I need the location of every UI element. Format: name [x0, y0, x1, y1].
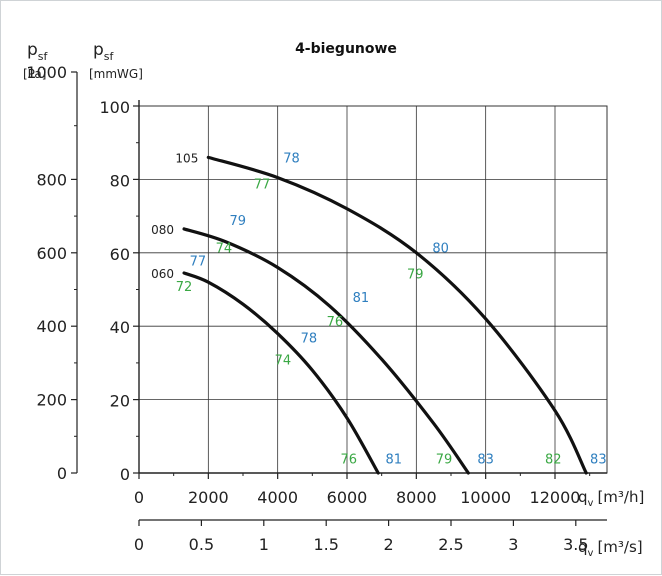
x-m3s-tick-label-1: 0.5: [189, 535, 214, 554]
y-label-mmwg: psf [mmWG]: [89, 40, 143, 81]
chart-title: 4-biegunowe: [295, 41, 397, 57]
x-m3s-tick-label-2: 1: [259, 535, 269, 554]
y-label-pa: psf [Pa]: [23, 40, 49, 81]
x-m3h-tick-label-1: 2000: [188, 488, 229, 507]
curve-105: [206, 155, 588, 475]
y-mmwg-tick-label-3: 60: [110, 245, 130, 264]
curve-080: [182, 227, 470, 475]
y-pa-tick-label-4: 800: [36, 170, 67, 189]
x-m3h-tick-label-3: 6000: [327, 488, 368, 507]
efficiency-label-4: 79: [230, 214, 247, 229]
y-label-pa-symbol: p: [27, 40, 38, 60]
efficiency-label-16: 82: [545, 453, 562, 468]
x-m3s-tick-label-4: 2: [384, 535, 394, 554]
efficiency-label-10: 78: [301, 332, 318, 347]
svg-text:qv[m³/s]: qv [m³/s]: [578, 538, 643, 559]
efficiency-label-11: 74: [275, 354, 292, 369]
x-label-m3s-unit: [m³/s]: [597, 538, 642, 556]
x-m3h-tick-label-0: 0: [134, 488, 144, 507]
curves: 105 080 060: [151, 151, 588, 475]
y-label-pa-unit: [Pa]: [23, 67, 46, 81]
x-m3s-tick-label-0: 0: [134, 535, 144, 554]
efficiency-label-6: 81: [353, 291, 370, 306]
x-m3h-tick-label-5: 10000: [460, 488, 511, 507]
x-m3h-tick-label-2: 4000: [257, 488, 298, 507]
curve-label-080: 080: [151, 223, 174, 237]
efficiency-label-5: 74: [216, 242, 233, 257]
x-m3s-tick-label-3: 1.5: [313, 535, 338, 554]
efficiency-label-17: 83: [590, 453, 607, 468]
x-label-m3s: qv [m³/s]: [578, 538, 643, 559]
svg-text:psf: psf: [93, 40, 115, 63]
y-mmwg-tick-label-5: 100: [99, 98, 130, 117]
x-label-m3h: qv [m³/h]: [578, 488, 644, 509]
svg-text:qv[m³/h]: qv [m³/h]: [578, 488, 644, 509]
efficiency-label-3: 79: [407, 267, 424, 282]
y-mmwg-tick-label-4: 80: [110, 171, 130, 190]
y-pa-tick-label-0: 0: [57, 464, 67, 483]
plot-border: [138, 105, 608, 474]
y-pa-tick-label-1: 200: [36, 391, 67, 410]
efficiency-label-13: 81: [386, 453, 403, 468]
y-pa-tick-label-5: 1000: [26, 63, 67, 82]
x-m3s-tick-label-5: 2.5: [438, 535, 463, 554]
x-m3h-tick-label-4: 8000: [396, 488, 437, 507]
x-m3h-tick-label-6: 12000: [530, 488, 581, 507]
y-label-pa-sub: sf: [38, 50, 49, 63]
x-label-m3h-symbol: q: [578, 488, 588, 506]
curve-060: [182, 271, 380, 475]
efficiency-label-0: 78: [283, 152, 300, 167]
efficiency-label-14: 79: [436, 453, 453, 468]
x-label-m3h-sub: v: [588, 498, 594, 509]
efficiency-labels: 78 77 80 79 79 74 81 76 77 72 78 74 76 81 79 83 82 83: [176, 152, 607, 468]
efficiency-label-1: 77: [254, 177, 271, 192]
y-mmwg-tick-label-0: 0: [120, 465, 130, 484]
efficiency-label-9: 72: [176, 280, 193, 295]
curve-label-105: 105: [175, 151, 198, 165]
curve-label-060: 060: [151, 267, 174, 281]
efficiency-label-15: 83: [477, 453, 494, 468]
x-m3s-tick-label-6: 3: [508, 535, 518, 554]
y-label-mmwg-sub: sf: [104, 50, 115, 63]
svg-text:psf: psf: [27, 40, 49, 63]
efficiency-label-8: 77: [190, 254, 207, 269]
y-label-mmwg-unit: [mmWG]: [89, 67, 143, 81]
efficiency-label-7: 76: [327, 315, 344, 330]
y-mmwg-tick-label-1: 20: [110, 392, 130, 411]
efficiency-label-12: 76: [340, 453, 357, 468]
x-label-m3h-unit: [m³/h]: [597, 488, 644, 506]
x-m3s-tick-label-7: 3.5: [563, 535, 588, 554]
x-label-m3s-sub: v: [588, 548, 594, 559]
y-label-mmwg-symbol: p: [93, 40, 104, 60]
efficiency-label-2: 80: [432, 242, 449, 257]
y-pa-tick-label-3: 600: [36, 244, 67, 263]
grid: [138, 105, 608, 474]
y-pa-tick-label-2: 400: [36, 317, 67, 336]
axes: [76, 72, 607, 521]
y-mmwg-tick-label-2: 40: [110, 318, 130, 337]
x-label-m3s-symbol: q: [578, 538, 588, 556]
